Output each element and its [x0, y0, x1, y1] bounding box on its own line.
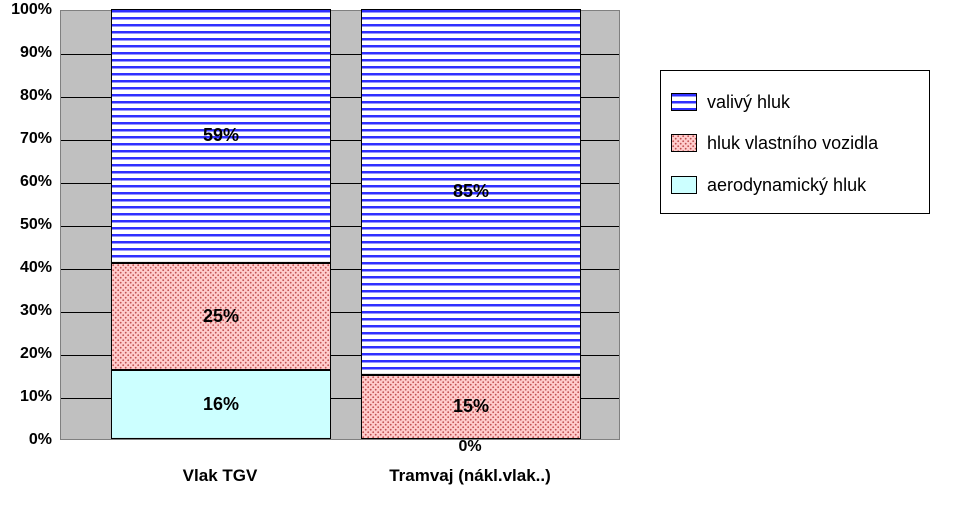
bar-value-label: 15%	[453, 396, 489, 417]
legend-swatch	[671, 176, 697, 194]
y-axis-tick-label: 70%	[0, 130, 52, 148]
plot-area: 16% 25% 59% 15% 85%	[60, 10, 620, 440]
bar-column: 16% 25% 59%	[111, 11, 331, 439]
bar-segment-aero: 16%	[111, 370, 331, 439]
y-axis-tick-label: 60%	[0, 173, 52, 191]
x-axis-category-label: Tramvaj (nákl.vlak..)	[340, 466, 600, 486]
bar-value-label: 59%	[203, 125, 239, 146]
bar-value-label: 25%	[203, 306, 239, 327]
y-axis-tick-label: 90%	[0, 44, 52, 62]
legend-label: aerodynamický hluk	[707, 174, 866, 197]
legend-swatch	[671, 93, 697, 111]
bar-value-label: 16%	[203, 394, 239, 415]
legend-swatch	[671, 134, 697, 152]
y-axis-tick-label: 100%	[0, 1, 52, 19]
legend-item: hluk vlastního vozidla	[671, 132, 919, 155]
y-axis-tick-label: 40%	[0, 259, 52, 277]
bar-segment-vehicle: 15%	[361, 375, 581, 440]
legend: valivý hluk hluk vlastního vozidla aerodyn…	[660, 70, 930, 214]
legend-label: valivý hluk	[707, 91, 790, 114]
y-axis-tick-label: 0%	[0, 431, 52, 449]
y-axis-tick-label: 80%	[0, 87, 52, 105]
bar-segment-rolling: 59%	[111, 9, 331, 263]
bar-segment-rolling: 85%	[361, 9, 581, 375]
chart-container: 16% 25% 59% 15% 85% 0% 10% 20% 30% 40% 50% 60% 70% 8…	[0, 0, 955, 508]
y-axis-tick-label: 50%	[0, 216, 52, 234]
bar-column: 15% 85%	[361, 11, 581, 439]
x-axis-category-label: Vlak TGV	[90, 466, 350, 486]
legend-label: hluk vlastního vozidla	[707, 132, 878, 155]
y-axis-tick-label: 30%	[0, 302, 52, 320]
y-axis-tick-label: 20%	[0, 345, 52, 363]
bar-segment-vehicle: 25%	[111, 263, 331, 371]
bar-value-label: 85%	[453, 181, 489, 202]
legend-item: valivý hluk	[671, 91, 919, 114]
y-axis-tick-label: 10%	[0, 388, 52, 406]
bar-value-label-zero: 0%	[458, 438, 481, 456]
legend-item: aerodynamický hluk	[671, 174, 919, 197]
